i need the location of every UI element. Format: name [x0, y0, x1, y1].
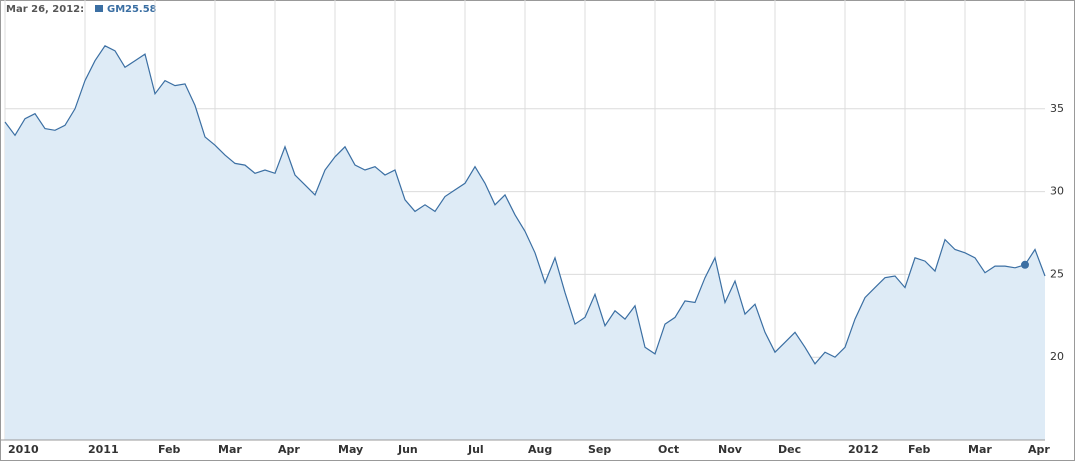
x-tick-label: May [338, 443, 363, 456]
x-tick-label: Apr [1028, 443, 1050, 456]
y-tick-label: 25 [1050, 267, 1064, 280]
x-tick-label: Dec [778, 443, 801, 456]
x-tick-label: Mar [218, 443, 242, 456]
legend-name: GM [107, 4, 125, 15]
x-tick-label: Feb [908, 443, 931, 456]
x-tick-label: Sep [588, 443, 611, 456]
y-tick-label: 35 [1050, 102, 1064, 115]
x-tick-label: Apr [278, 443, 300, 456]
highlight-date: Mar 26, 2012: [6, 4, 84, 15]
x-tick-label: Nov [718, 443, 743, 456]
y-tick-label: 30 [1050, 185, 1064, 198]
y-tick-label: 20 [1050, 350, 1064, 363]
line [4, 45, 1046, 365]
legend-value: 25.58 [125, 4, 157, 15]
x-tick-label: Aug [528, 443, 552, 456]
x-tick-label: Oct [658, 443, 679, 456]
x-tick-label: Jul [467, 443, 484, 456]
legend-swatch [95, 5, 103, 12]
x-tick-label: 2011 [88, 443, 119, 456]
x-tick-label: 2010 [8, 443, 39, 456]
x-tick-label: Jun [397, 443, 418, 456]
x-tick-label: Feb [158, 443, 181, 456]
x-tick-label: Mar [968, 443, 992, 456]
area [5, 45, 1045, 441]
x-tick-label: 2012 [848, 443, 879, 456]
highlight-point [1021, 260, 1029, 269]
